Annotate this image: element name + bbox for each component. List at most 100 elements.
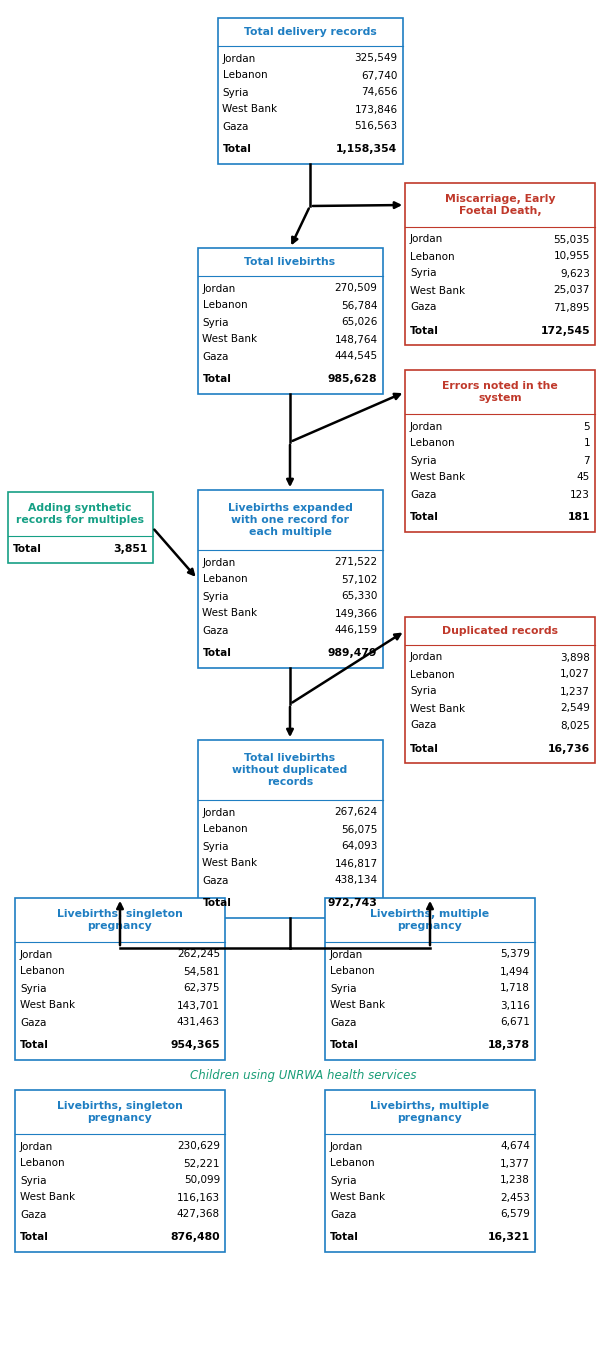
Text: Jordan: Jordan <box>20 1141 53 1152</box>
Text: Total: Total <box>330 1040 359 1051</box>
Text: Errors noted in the
system: Errors noted in the system <box>442 382 558 403</box>
Text: Total: Total <box>410 513 439 522</box>
Text: Total: Total <box>223 144 251 155</box>
Text: 262,245: 262,245 <box>177 950 220 959</box>
Text: 230,629: 230,629 <box>177 1141 220 1152</box>
Text: Gaza: Gaza <box>330 1017 356 1028</box>
Text: 149,366: 149,366 <box>334 608 378 618</box>
Text: 146,817: 146,817 <box>334 858 378 869</box>
Text: 3,898: 3,898 <box>560 653 590 662</box>
Text: 6,671: 6,671 <box>500 1017 530 1028</box>
Bar <box>325 1090 535 1252</box>
Text: West Bank: West Bank <box>203 335 257 344</box>
Text: 71,895: 71,895 <box>554 302 590 313</box>
Text: West Bank: West Bank <box>203 858 257 869</box>
Text: Children using UNRWA health services: Children using UNRWA health services <box>190 1068 417 1082</box>
Text: 143,701: 143,701 <box>177 1001 220 1010</box>
Text: Miscarriage, Early
Foetal Death,: Miscarriage, Early Foetal Death, <box>445 194 555 216</box>
Text: 1,237: 1,237 <box>560 687 590 696</box>
Text: Jordan: Jordan <box>410 421 443 432</box>
Text: West Bank: West Bank <box>410 286 465 295</box>
Bar <box>217 18 402 165</box>
Text: 438,134: 438,134 <box>334 876 378 885</box>
Text: Total livebirths
without duplicated
records: Total livebirths without duplicated reco… <box>232 753 348 786</box>
Text: 1,494: 1,494 <box>500 966 530 977</box>
Text: 2,549: 2,549 <box>560 703 590 714</box>
Text: Gaza: Gaza <box>410 490 436 499</box>
Text: Jordan: Jordan <box>223 54 256 63</box>
Text: 1,377: 1,377 <box>500 1159 530 1168</box>
Text: 9,623: 9,623 <box>560 268 590 278</box>
Text: 65,330: 65,330 <box>341 591 378 602</box>
Text: Total: Total <box>203 898 231 908</box>
Text: Gaza: Gaza <box>203 876 229 885</box>
Bar <box>405 370 595 532</box>
Text: Gaza: Gaza <box>20 1210 46 1219</box>
Text: 52,221: 52,221 <box>183 1159 220 1168</box>
Text: 7: 7 <box>583 456 590 465</box>
Text: Jordan: Jordan <box>203 808 236 817</box>
Text: 1,238: 1,238 <box>500 1175 530 1186</box>
Text: Lebanon: Lebanon <box>410 669 455 680</box>
Text: 1: 1 <box>583 438 590 448</box>
Text: 172,545: 172,545 <box>540 325 590 336</box>
Text: 267,624: 267,624 <box>334 808 378 817</box>
Text: Syria: Syria <box>330 983 356 993</box>
Text: Gaza: Gaza <box>203 352 229 362</box>
Text: 45: 45 <box>577 472 590 483</box>
Text: 5,379: 5,379 <box>500 950 530 959</box>
Text: 54,581: 54,581 <box>183 966 220 977</box>
Text: Syria: Syria <box>203 842 229 851</box>
Text: 6,579: 6,579 <box>500 1210 530 1219</box>
Text: Lebanon: Lebanon <box>20 966 64 977</box>
Text: Syria: Syria <box>203 317 229 328</box>
Text: 62,375: 62,375 <box>183 983 220 993</box>
Text: Syria: Syria <box>410 268 436 278</box>
Text: Lebanon: Lebanon <box>203 824 247 835</box>
Text: 116,163: 116,163 <box>177 1193 220 1202</box>
Text: Livebirths, singleton
pregnancy: Livebirths, singleton pregnancy <box>57 1101 183 1122</box>
Text: Syria: Syria <box>20 1175 47 1186</box>
Text: Total: Total <box>410 325 439 336</box>
Text: 16,321: 16,321 <box>488 1233 530 1242</box>
Text: Syria: Syria <box>330 1175 356 1186</box>
Text: Livebirths, multiple
pregnancy: Livebirths, multiple pregnancy <box>370 1101 490 1122</box>
Text: 10,955: 10,955 <box>554 251 590 262</box>
Text: Syria: Syria <box>203 591 229 602</box>
Text: Total: Total <box>20 1040 49 1051</box>
Text: 431,463: 431,463 <box>177 1017 220 1028</box>
Bar <box>197 248 382 394</box>
Text: 173,846: 173,846 <box>354 104 398 115</box>
Text: Total: Total <box>20 1233 49 1242</box>
Text: Jordan: Jordan <box>410 653 443 662</box>
Text: Livebirths, multiple
pregnancy: Livebirths, multiple pregnancy <box>370 909 490 931</box>
Text: Syria: Syria <box>410 456 436 465</box>
Text: 18,378: 18,378 <box>488 1040 530 1051</box>
Bar <box>15 898 225 1060</box>
Bar <box>325 898 535 1060</box>
Text: Jordan: Jordan <box>330 1141 363 1152</box>
Text: 3,851: 3,851 <box>113 544 148 553</box>
Text: Gaza: Gaza <box>410 720 436 731</box>
Text: Total delivery records: Total delivery records <box>243 27 376 36</box>
Text: 271,522: 271,522 <box>334 557 378 568</box>
Text: 56,784: 56,784 <box>341 301 378 310</box>
Text: 5: 5 <box>583 421 590 432</box>
Text: 64,093: 64,093 <box>341 842 378 851</box>
Bar <box>197 490 382 668</box>
Text: Syria: Syria <box>410 687 436 696</box>
Text: West Bank: West Bank <box>330 1001 385 1010</box>
Text: West Bank: West Bank <box>20 1001 75 1010</box>
Text: Jordan: Jordan <box>203 557 236 568</box>
Text: Total: Total <box>13 544 41 553</box>
Bar <box>197 741 382 919</box>
Text: West Bank: West Bank <box>203 608 257 618</box>
Text: Adding synthetic
records for multiples: Adding synthetic records for multiples <box>16 503 144 525</box>
Text: West Bank: West Bank <box>223 104 277 115</box>
Text: Lebanon: Lebanon <box>410 438 455 448</box>
Text: 50,099: 50,099 <box>184 1175 220 1186</box>
Text: West Bank: West Bank <box>20 1193 75 1202</box>
Text: Jordan: Jordan <box>20 950 53 959</box>
Text: 56,075: 56,075 <box>341 824 378 835</box>
Text: Lebanon: Lebanon <box>203 575 247 584</box>
